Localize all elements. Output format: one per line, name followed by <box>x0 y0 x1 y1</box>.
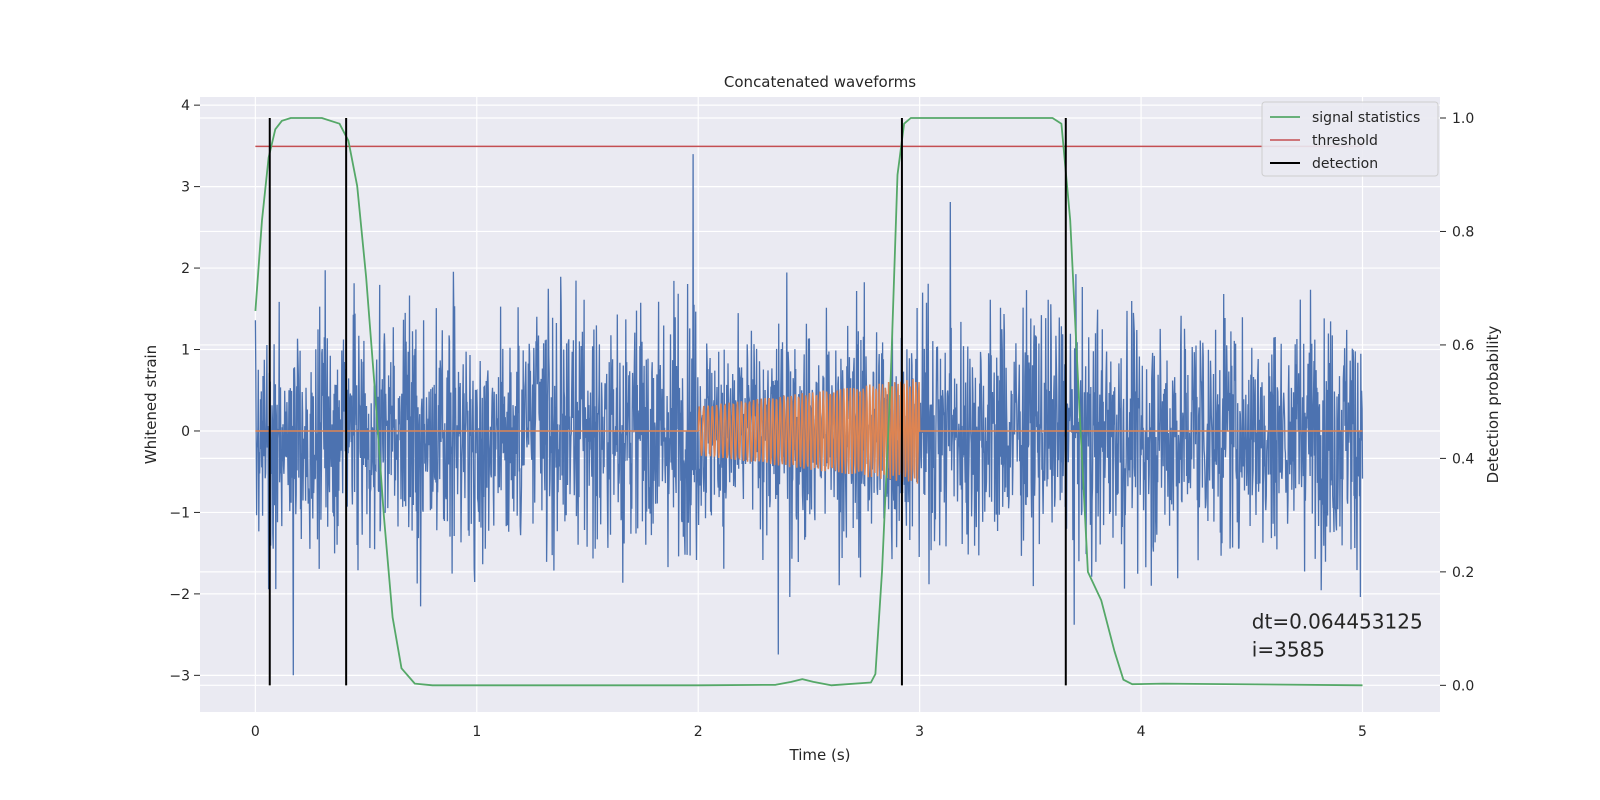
x-tick-label: 1 <box>472 724 481 740</box>
legend: signal statistics threshold detection <box>1261 101 1439 177</box>
y-tick-label: 1 <box>181 343 190 359</box>
x-tick-label: 3 <box>915 724 924 740</box>
x-tick-label: 4 <box>1137 724 1146 740</box>
annotation-text: i=3585 <box>1252 638 1325 662</box>
legend-label: threshold <box>1312 133 1378 149</box>
y-tick-label: 0 <box>181 424 190 440</box>
y2-tick-label: 0.2 <box>1452 565 1474 581</box>
strain-series <box>254 154 1364 676</box>
y-tick-label: −3 <box>169 668 190 684</box>
y-axis-label: Whitened strain <box>142 345 160 464</box>
annotation: dt=0.064453125 i=3585 <box>1252 610 1423 662</box>
y-tick-label: 2 <box>181 261 190 277</box>
y-tick-label: −1 <box>169 505 190 521</box>
legend-box <box>1261 101 1439 177</box>
y2-tick-label: 1.0 <box>1452 111 1474 127</box>
y2-axis-label: Detection probability <box>1484 326 1502 484</box>
ticks: 0 1 2 3 4 5 −3 −2 −1 0 1 2 3 4 0.0 0.2 0.4 0.6 0.8 1.0 <box>169 98 1474 740</box>
x-axis-label: Time (s) <box>789 746 851 764</box>
y2-tick-label: 0.6 <box>1452 338 1474 354</box>
chart-title: Concatenated waveforms <box>724 73 916 91</box>
x-tick-label: 0 <box>251 724 260 740</box>
x-tick-label: 5 <box>1358 724 1367 740</box>
injection-series <box>255 378 1363 484</box>
y-tick-label: 4 <box>181 98 190 114</box>
signal-statistics-series <box>254 117 1363 687</box>
y-tick-label: −2 <box>169 587 190 603</box>
y2-tick-label: 0.0 <box>1452 678 1474 694</box>
y2-tick-label: 0.4 <box>1452 451 1474 467</box>
legend-label: detection <box>1312 156 1378 172</box>
x-tick-label: 2 <box>694 724 703 740</box>
y-tick-label: 3 <box>181 180 190 196</box>
plot-area <box>254 117 1364 687</box>
annotation-text: dt=0.064453125 <box>1252 610 1423 634</box>
y2-tick-label: 0.8 <box>1452 224 1474 240</box>
legend-label: signal statistics <box>1312 110 1420 126</box>
